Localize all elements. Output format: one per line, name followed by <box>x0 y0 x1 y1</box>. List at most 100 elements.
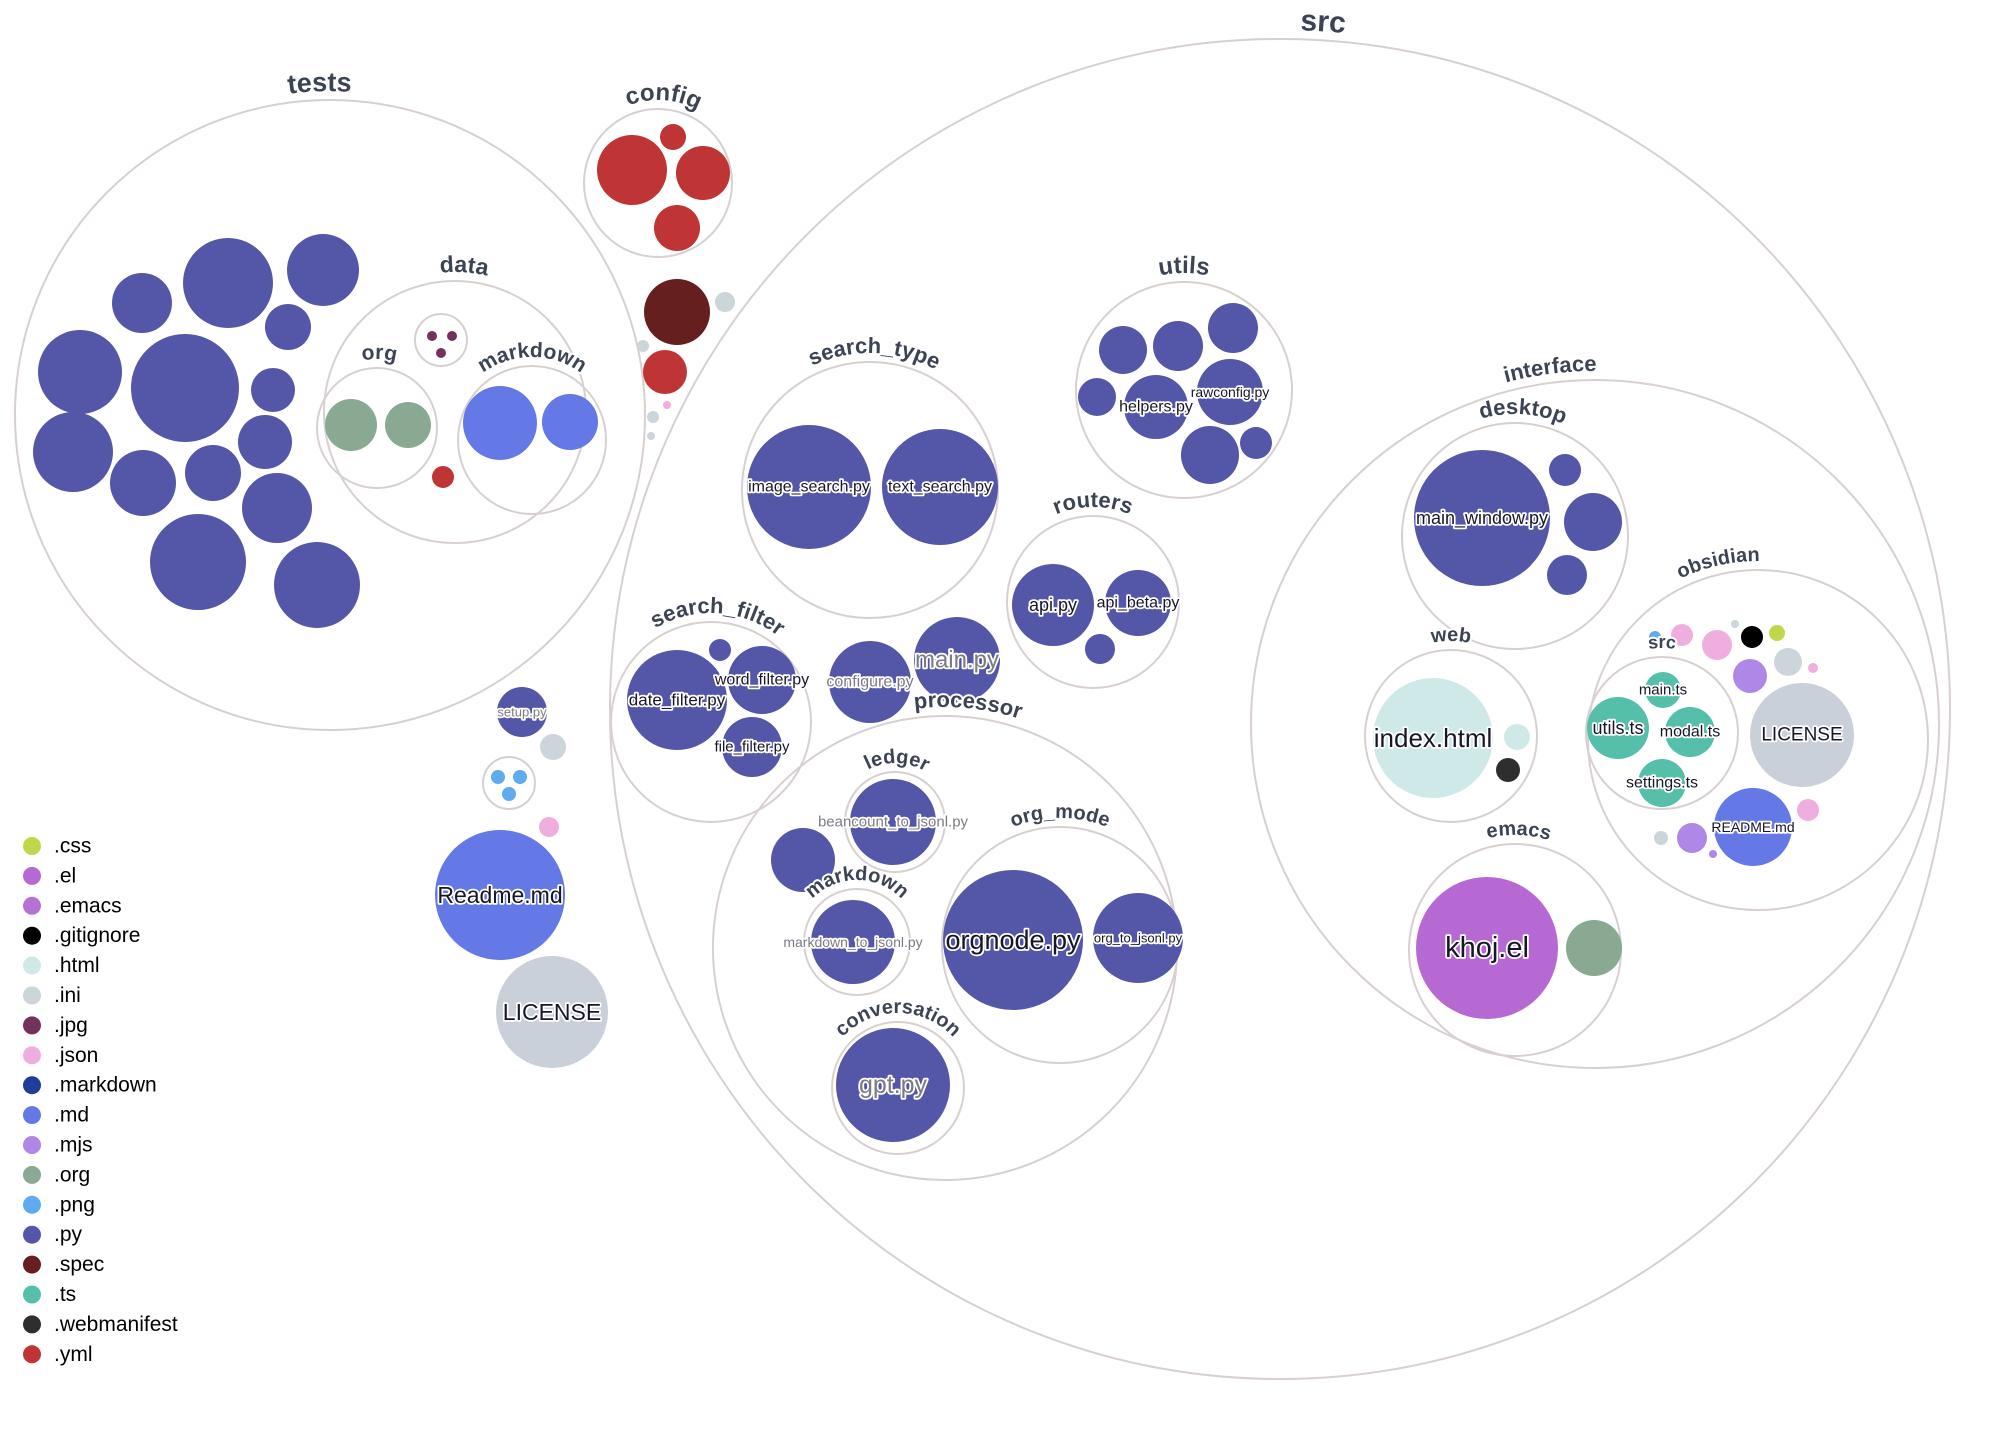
legend-swatch-png <box>23 1195 41 1214</box>
file-circle-api.py <box>1012 564 1094 646</box>
legend-item-md: .md <box>23 1104 89 1127</box>
file-label-beancount_to_jsonl.py: beancount_to_jsonl.py <box>818 814 969 831</box>
folder-label-data: data <box>439 251 491 281</box>
legend-item-markdown: .markdown <box>23 1074 157 1097</box>
folder-ring-routers <box>1006 515 1180 689</box>
file-label-rawconfig.py: rawconfig.py <box>1191 384 1270 400</box>
file-circle-py-8 <box>33 412 113 492</box>
legend-label-html: .html <box>54 954 100 977</box>
file-circle-main.ts <box>1645 672 1681 708</box>
legend-label-json: .json <box>54 1044 98 1067</box>
folder-ring-src <box>609 38 1951 1380</box>
legend-label-markdown: .markdown <box>54 1074 157 1097</box>
file-circle-org_to_jsonl.py <box>1093 893 1183 983</box>
folder-label-obsidian-src: src <box>1647 632 1677 653</box>
file-circle-ini-76 <box>1731 620 1739 628</box>
legend-label-md: .md <box>54 1104 89 1127</box>
file-circle-png-36 <box>513 770 527 784</box>
file-circle-json-75 <box>1702 630 1732 660</box>
legend-item-emacs: .emacs <box>23 894 122 917</box>
legend-item-ts: .ts <box>23 1283 76 1306</box>
file-circle-markdown_to_jsonl.py <box>811 900 895 984</box>
folder-ring-org <box>316 367 438 489</box>
folder-label-org: org <box>360 341 399 366</box>
file-circle-json-81 <box>1808 663 1818 673</box>
file-label-markdown_to_jsonl.py: markdown_to_jsonl.py <box>783 934 922 950</box>
file-circle-README.md <box>1714 788 1792 866</box>
file-circle-word_filter.py <box>728 646 796 714</box>
file-circle-json-74 <box>1671 624 1693 646</box>
legend-swatch-el <box>23 866 41 885</box>
file-circle-py-3 <box>38 330 122 414</box>
folder-label-src: src <box>1300 4 1347 40</box>
file-circle-json-85 <box>1797 799 1819 821</box>
file-circle-yml-25 <box>654 205 700 251</box>
legend-swatch-emacs <box>23 896 41 915</box>
file-circle-mjs-83 <box>1677 823 1707 853</box>
folder-label-obsidian: obsidian <box>1673 544 1760 583</box>
file-circle-py-10 <box>185 445 241 501</box>
legend-item-json: .json <box>23 1044 98 1067</box>
file-circle-khoj.el <box>1416 877 1558 1019</box>
file-circle-py-68 <box>1564 493 1622 551</box>
file-circle-py-59 <box>1085 634 1115 664</box>
folder-label-web: web <box>1429 624 1473 648</box>
file-circle-md-20 <box>542 394 598 450</box>
legend-label-el: .el <box>54 864 76 887</box>
legend-label-jpg: .jpg <box>54 1014 88 1037</box>
folder-ring-conversation <box>831 1021 965 1155</box>
file-label-setup.py: setup.py <box>497 705 547 720</box>
file-circle-ini-32 <box>647 432 655 440</box>
file-circle-index.html <box>1373 678 1493 798</box>
legend-swatch-md <box>23 1106 41 1125</box>
file-circle-py-51 <box>1208 303 1258 353</box>
file-label-file_filter.py: file_filter.py <box>714 739 790 756</box>
legend-label-ini: .ini <box>54 984 81 1007</box>
legend-item-py: .py <box>23 1223 83 1246</box>
file-circle-py-12 <box>150 514 246 610</box>
file-label-settings.ts: settings.ts <box>1626 775 1698 792</box>
file-circle-gitignore-77 <box>1741 626 1763 648</box>
legend-swatch-jpg <box>23 1016 41 1035</box>
folder-ring-data-markdown <box>457 365 607 515</box>
file-circle-py-9 <box>110 450 176 516</box>
file-label-obsidian-LICENSE: LICENSE <box>1761 725 1842 746</box>
legend-swatch-spec <box>23 1255 41 1274</box>
folder-ring-utils <box>1075 281 1293 499</box>
legend-swatch-py <box>23 1225 41 1244</box>
file-circle-beancount_to_jsonl.py <box>850 779 936 865</box>
file-circle-html-71 <box>1504 724 1530 750</box>
legend-label-spec: .spec <box>54 1253 104 1276</box>
folder-ring-search_type <box>741 361 999 619</box>
legend-swatch-ini <box>23 986 41 1005</box>
folder-ring-search_filter <box>610 621 812 823</box>
legend-label-py: .py <box>54 1223 83 1246</box>
file-circle-ini-34 <box>540 734 566 760</box>
file-circle-orgnode.py <box>943 870 1083 1010</box>
folder-label-tests: tests <box>286 67 353 100</box>
file-circle-mjs-79 <box>1733 659 1767 693</box>
folder-label-search_type: search_type <box>804 333 944 374</box>
legend-item-org: .org <box>23 1163 90 1186</box>
file-label-image_search.py: image_search.py <box>748 479 870 496</box>
folder-label-search_filter: search_filter <box>646 593 791 641</box>
legend-item-jpg: .jpg <box>23 1014 88 1037</box>
file-label-text_search.py: text_search.py <box>888 479 992 496</box>
legend-label-png: .png <box>54 1193 95 1216</box>
file-circle-css-78 <box>1769 625 1785 641</box>
file-circle-helpers.py <box>1124 375 1188 439</box>
file-label-khoj.el: khoj.el <box>1445 932 1529 964</box>
file-label-README.md: README.md <box>1711 819 1794 835</box>
file-circle-yml-29 <box>643 350 687 394</box>
file-circle-mjs-84 <box>1709 850 1717 858</box>
legend-label-gitignore: .gitignore <box>54 924 140 947</box>
file-label-configure.py: configure.py <box>826 674 913 691</box>
legend-item-html: .html <box>23 954 100 977</box>
file-circle-gpt.py <box>836 1028 950 1142</box>
folder-ring-config <box>583 108 733 258</box>
file-label-word_filter.py: word_filter.py <box>714 672 809 689</box>
file-circle-api_beta.py <box>1105 570 1171 636</box>
folder-ring-root-png-group <box>482 756 536 810</box>
folder-label-interface: interface <box>1501 351 1597 387</box>
